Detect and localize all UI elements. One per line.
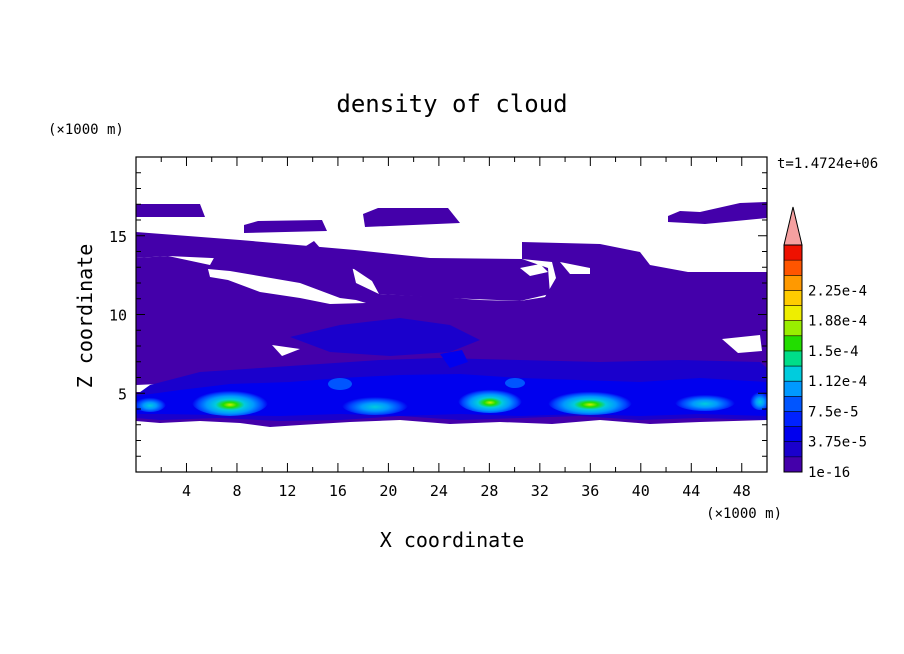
- colorbar-swatch: [784, 366, 802, 382]
- x-tick-label: 20: [379, 482, 397, 500]
- colorbar-label: 1.5e-4: [808, 344, 859, 360]
- colorbar: 1e-16 3.75e-5 7.5e-5 1.12e-4 1.5e-4 1.88e-4 2.…: [783, 206, 867, 481]
- colorbar-label: 1.12e-4: [808, 374, 867, 390]
- x-tick-label: 44: [682, 482, 700, 500]
- colorbar-swatch: [784, 426, 802, 443]
- x-tick-label: 48: [733, 482, 751, 500]
- colorbar-swatch: [784, 350, 802, 367]
- x-tick-label: 4: [182, 482, 191, 500]
- x-tick-label: 28: [480, 482, 498, 500]
- colorbar-swatch: [784, 456, 802, 473]
- x-tick-label: 16: [329, 482, 347, 500]
- y-tick-label: 10: [109, 307, 127, 325]
- chart-title: density of cloud: [336, 90, 567, 118]
- x-unit-label: (×1000 m): [706, 506, 782, 522]
- x-tick-label: 24: [430, 482, 448, 500]
- colorbar-label: 1e-16: [808, 465, 850, 481]
- y-axis-label: Z coordinate: [73, 244, 97, 389]
- colorbar-swatch: [784, 381, 802, 397]
- colorbar-label: 1.88e-4: [808, 314, 867, 330]
- colorbar-label: 3.75e-5: [808, 435, 867, 451]
- x-axis-label: X coordinate: [380, 528, 525, 552]
- y-tick-label: 5: [118, 385, 127, 403]
- x-axis-ticks: 4 8 12 16 20 24 28 32 36 40 44 48: [160, 157, 751, 500]
- colorbar-extend-arrow: [783, 206, 803, 246]
- colorbar-frame: [783, 244, 803, 473]
- x-tick-label: 12: [278, 482, 296, 500]
- colorbar-swatch: [784, 275, 802, 291]
- contour-field: [136, 202, 767, 427]
- colorbar-swatch: [784, 305, 802, 321]
- colorbar-swatch: [784, 396, 802, 412]
- x-tick-label: 32: [531, 482, 549, 500]
- colorbar-swatch: [784, 260, 802, 276]
- colorbar-swatch: [784, 335, 802, 352]
- cloud-cells: [136, 378, 767, 416]
- x-tick-label: 40: [632, 482, 650, 500]
- colorbar-swatch: [784, 411, 802, 427]
- time-label: t=1.4724e+06: [777, 156, 878, 172]
- x-tick-label: 36: [581, 482, 599, 500]
- colorbar-swatch: [784, 441, 802, 458]
- colorbar-label: 2.25e-4: [808, 283, 867, 299]
- colorbar-swatch: [784, 245, 802, 261]
- colorbar-swatch: [784, 290, 802, 306]
- x-tick-label: 8: [232, 482, 241, 500]
- y-tick-label: 15: [109, 228, 127, 246]
- y-unit-label: (×1000 m): [48, 122, 124, 138]
- colorbar-label: 7.5e-5: [808, 404, 859, 420]
- colorbar-swatch: [784, 320, 802, 337]
- y-axis-ticks: 5 10 15: [109, 172, 767, 457]
